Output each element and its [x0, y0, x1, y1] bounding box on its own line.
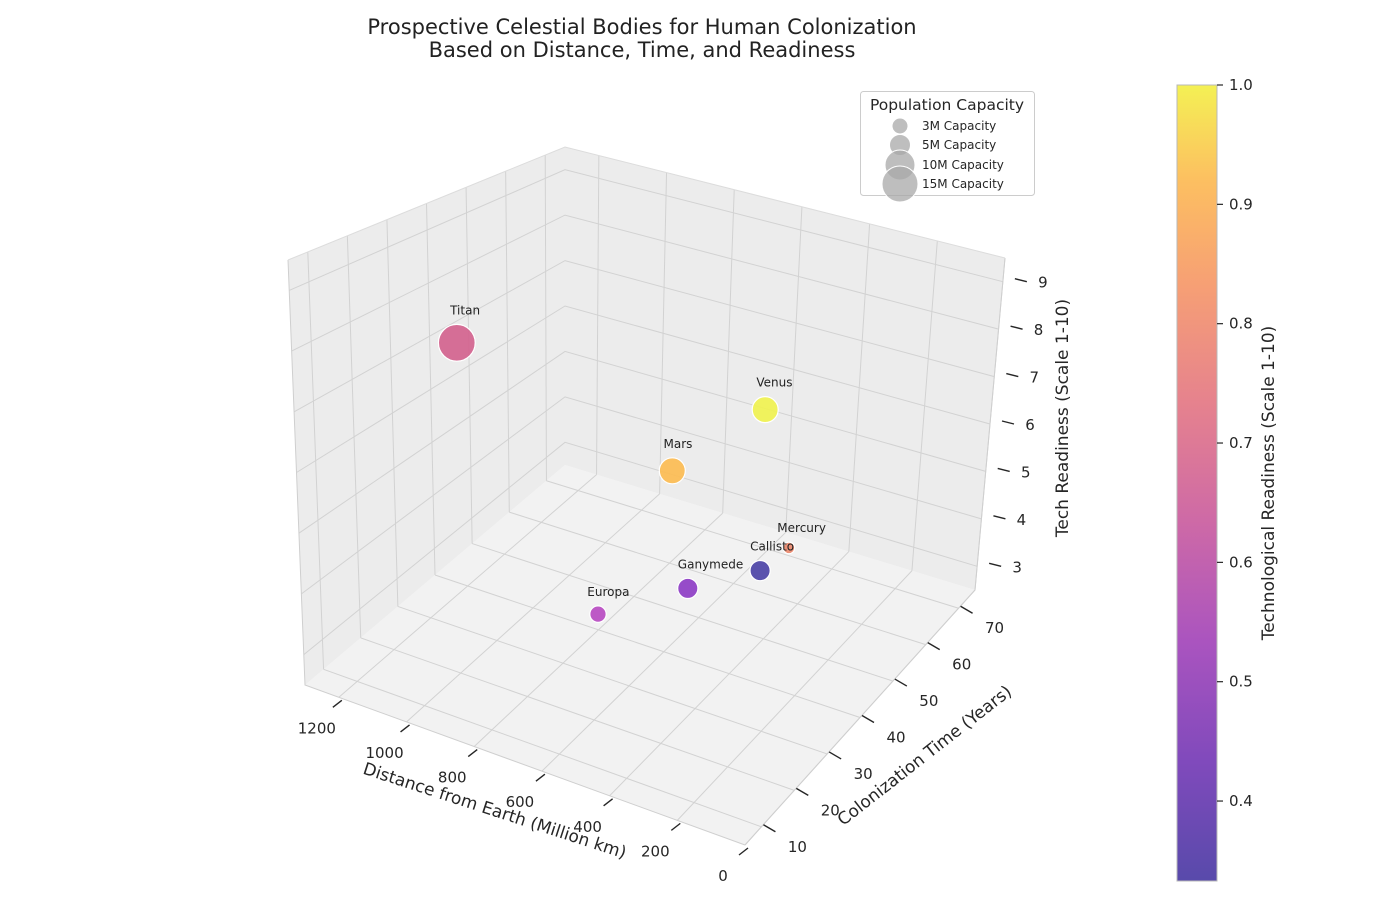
data-point-titan: [437, 323, 476, 362]
colorbar-label: Technological Readiness (Scale 1-10): [1259, 326, 1279, 642]
z-tick-label: 5: [1021, 463, 1031, 481]
colorbar-tick-label: 0.6: [1229, 553, 1253, 571]
floor-gridline-y: [546, 480, 959, 609]
legend-marker: [891, 117, 909, 135]
x-tick-mark: [738, 847, 749, 856]
wall-gridline-z: [291, 214, 999, 352]
floor-gridline-y: [509, 511, 926, 646]
data-point-mars: [658, 457, 686, 485]
data-point-venus: [751, 396, 779, 424]
wall-gridline-z: [301, 396, 982, 595]
z-tick-mark: [1010, 325, 1023, 330]
axis-edge-left: [287, 259, 746, 846]
colorbar-tick-label: 0.7: [1229, 434, 1253, 452]
z-tick-label: 8: [1034, 321, 1044, 339]
legend-entry-label: 5M Capacity: [922, 138, 996, 152]
point-label-venus: Venus: [756, 376, 792, 390]
floor-gridline-y: [397, 605, 828, 755]
point-label-callisto: Callisto: [750, 540, 794, 554]
z-tick-mark: [988, 562, 1002, 567]
point-label-mars: Mars: [664, 437, 693, 451]
legend-entry-label: 10M Capacity: [922, 158, 1004, 172]
x-tick-label: 200: [641, 842, 670, 860]
data-point-ganymede: [677, 577, 699, 600]
wall-gridline-z: [298, 350, 986, 534]
point-label-titan: Titan: [449, 303, 480, 317]
z-tick-label: 4: [1017, 511, 1027, 529]
data-point-europa: [589, 605, 607, 623]
y-tick-mark: [763, 824, 776, 833]
legend-title: Population Capacity: [870, 96, 1024, 114]
size-legend: Population Capacity 3M Capacity 5M Capacit…: [860, 91, 1035, 203]
colorbar-tick-label: 0.4: [1229, 792, 1253, 810]
x-tick-mark: [670, 822, 681, 831]
floor-gridline-y: [360, 637, 795, 791]
colorbar-tick-label: 0.8: [1229, 315, 1253, 333]
y-tick-label: 10: [788, 838, 807, 856]
y-tick-label: 40: [886, 729, 905, 747]
back-left-pane: [288, 147, 565, 685]
x-tick-mark: [535, 773, 546, 782]
floor-gridline-y: [471, 543, 894, 682]
z-tick-mark: [1001, 420, 1015, 425]
colorbar-tick-label: 0.9: [1229, 195, 1253, 213]
x-tick-label: 1200: [298, 719, 336, 737]
point-label-mercury: Mercury: [777, 521, 826, 535]
y-tick-mark: [894, 678, 908, 687]
y-tick-mark: [960, 605, 973, 614]
z-tick-label: 6: [1025, 416, 1035, 434]
z-tick-mark: [993, 515, 1006, 520]
y-tick-label: 60: [952, 656, 971, 674]
x-tick-mark: [400, 724, 410, 733]
x-tick-label: 0: [718, 867, 728, 885]
z-tick-label: 7: [1030, 369, 1040, 387]
colorbar-tick-label: 0.5: [1229, 673, 1253, 691]
wall-gridline-z: [296, 305, 991, 473]
y-tick-mark: [828, 751, 842, 760]
z-tick-mark: [1014, 278, 1028, 283]
x-tick-label: 800: [438, 769, 467, 787]
x-tick-mark: [467, 748, 478, 758]
x-tick-mark: [603, 798, 614, 807]
chart-title-line-1: Prospective Celestial Bodies for Human C…: [367, 15, 916, 39]
x-tick-label: 400: [573, 818, 602, 836]
y-tick-mark: [861, 714, 875, 724]
floor-gridline-y: [434, 574, 861, 718]
x-tick-label: 600: [506, 793, 535, 811]
point-label-ganymede: Ganymede: [678, 557, 743, 571]
y-tick-label: 30: [854, 765, 873, 783]
colorbar-tick-label: 1.0: [1229, 76, 1253, 94]
legend-marker: [881, 165, 919, 203]
y-tick-label: 70: [985, 619, 1004, 637]
axis-edge-right: [744, 257, 1006, 846]
x-tick-label: 1000: [365, 744, 403, 762]
axis-edge-top: [287, 146, 1006, 261]
wall-gridline-z: [293, 260, 995, 413]
data-point-mercury: [782, 541, 796, 555]
z-axis-label: Tech Readiness (Scale 1-10): [1053, 299, 1073, 538]
data-point-callisto: [749, 559, 771, 582]
wall-gridline-z: [288, 169, 1004, 291]
legend-entry-label: 3M Capacity: [922, 119, 996, 133]
floor-gridline-y: [323, 668, 762, 828]
z-tick-mark: [997, 467, 1010, 473]
legend-entry-label: 15M Capacity: [922, 177, 1004, 191]
chart-title-line-2: Based on Distance, Time, and Readiness: [429, 38, 856, 62]
y-tick-label: 20: [821, 801, 840, 819]
z-tick-mark: [1006, 372, 1019, 378]
floor-pane: [305, 465, 975, 845]
z-tick-label: 3: [1012, 558, 1022, 576]
point-label-europa: Europa: [587, 585, 629, 599]
y-tick-mark: [927, 642, 941, 651]
wall-gridline-z: [303, 441, 978, 655]
x-tick-mark: [332, 699, 343, 708]
z-tick-label: 9: [1038, 274, 1048, 292]
y-tick-label: 50: [919, 692, 938, 710]
colorbar: [1176, 84, 1218, 882]
y-tick-mark: [795, 787, 809, 796]
